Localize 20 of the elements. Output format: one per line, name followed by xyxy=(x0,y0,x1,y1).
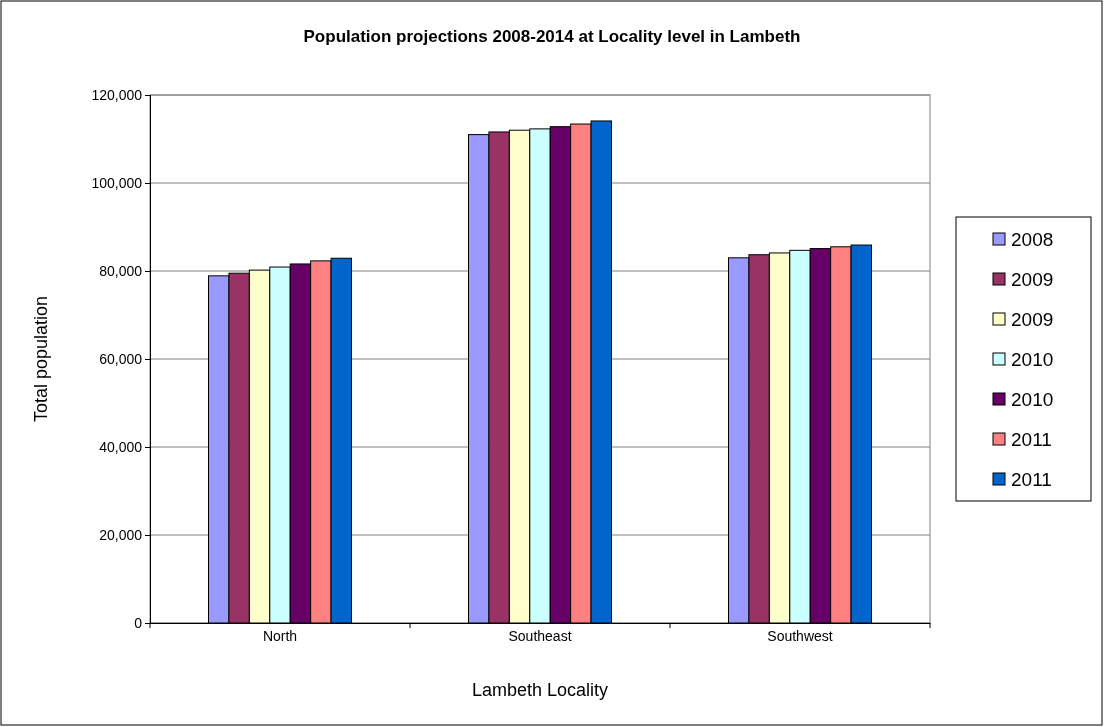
legend-label: 2011 xyxy=(1011,429,1052,450)
y-tick-label: 60,000 xyxy=(99,350,143,367)
y-tick-label: 0 xyxy=(134,614,143,631)
legend-label: 2010 xyxy=(1011,389,1054,410)
legend-label: 2009 xyxy=(1011,269,1054,290)
x-tick-label: Southeast xyxy=(508,628,572,645)
legend-label: 2010 xyxy=(1011,349,1054,370)
legend-label: 2011 xyxy=(1011,469,1052,490)
x-axis-title: Lambeth Locality xyxy=(471,680,609,700)
y-tick-label: 100,000 xyxy=(91,174,143,191)
y-tick-label: 80,000 xyxy=(99,262,143,279)
y-tick-label: 120,000 xyxy=(91,86,143,103)
y-tick-label: 40,000 xyxy=(99,438,143,455)
y-tick-label: 20,000 xyxy=(99,526,143,543)
x-tick-label: North xyxy=(262,628,298,645)
y-axis-title: Total population xyxy=(31,295,51,423)
x-tick-label: Southwest xyxy=(767,628,833,645)
legend-label: 2008 xyxy=(1011,229,1054,250)
chart-title: Population projections 2008-2014 at Locality level in Lambeth xyxy=(303,27,801,46)
legend-label: 2009 xyxy=(1011,309,1054,330)
